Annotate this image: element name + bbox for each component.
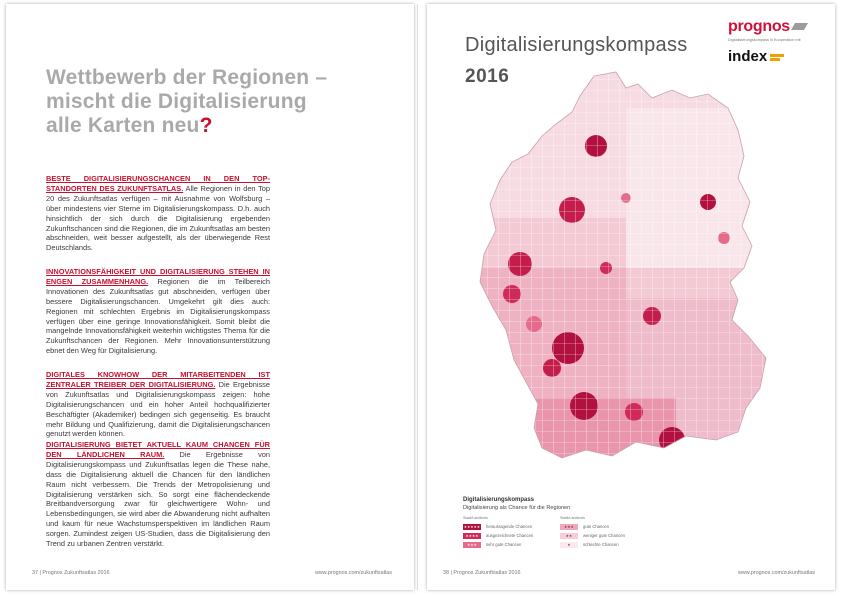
footer-page-number: 38 | Prognos Zukunftsatlas 2016	[443, 570, 521, 576]
page-fold	[417, 4, 418, 590]
footer-url: www.prognos.com/zukunftsatlas	[737, 570, 815, 576]
legend-label: gute Chancen	[583, 524, 610, 529]
legend-title: Digitalisierungskompass	[463, 497, 535, 503]
section-knowhow: Digitales Knowhow der Mitarbeitenden ist…	[46, 370, 270, 439]
legend-column-left: Stadt/Landkreis ★★★★★ herausragende Chanc…	[463, 516, 573, 549]
legend-column-head: Stadt/Landkreis	[560, 516, 585, 520]
prognos-logo: prognos	[728, 18, 808, 36]
legend-row: ★★★ gute Chancen	[560, 522, 670, 531]
section-body: Regionen die im Teilbereich Innovationen…	[46, 276, 270, 356]
map-title: Digitalisierungskompass	[465, 34, 688, 56]
section-lead: Digitales Knowhow der Mitarbeitenden ist…	[46, 370, 270, 389]
section-body: Die Ergebnisse von Digitalisierungskompa…	[46, 449, 271, 549]
legend-subtitle: Digitalisierung als Chance für die Regio…	[463, 505, 571, 511]
right-page: Digitalisierungskompass 2016 prognos Dig…	[427, 4, 835, 590]
legend-swatch: ★★	[560, 532, 578, 539]
section-body: Alle Regionen in den Top 20 des Zukunfts…	[46, 183, 270, 253]
footer-page-number: 37 | Prognos Zukunftsatlas 2016	[32, 570, 110, 576]
headline-line-3-text: alle Karten neu	[46, 114, 200, 137]
index-logo: index	[728, 48, 785, 65]
legend-swatch: ★★★	[463, 541, 481, 548]
legend-label: weniger gute Chancen	[583, 533, 625, 538]
legend-row: ★★★★★ herausragende Chancen	[463, 522, 573, 531]
section-lead: Digitalisierung bietet aktuell kaum Chan…	[46, 440, 270, 459]
page-headline: Wettbewerb der Regionen – mischt die Dig…	[46, 66, 376, 138]
legend-row: ★ schlechte Chancen	[560, 540, 670, 549]
legend-swatch: ★★★★★	[463, 523, 481, 530]
headline-line-3: alle Karten neu?	[46, 114, 376, 138]
legend-label: ausgezeichnete Chancen	[486, 533, 534, 538]
section-lead: Innovationsfähigkeit und Digitalisierung…	[46, 267, 270, 286]
map-year: 2016	[465, 66, 510, 87]
legend-swatch: ★★★	[560, 523, 578, 530]
section-innovation: Innovationsfähigkeit und Digitalisierung…	[46, 267, 270, 356]
legend-row: ★★★★ ausgezeichnete Chancen	[463, 531, 573, 540]
logo-cooperation-text: Digitalisierungskompass in Kooperation m…	[728, 38, 801, 42]
headline-question-mark: ?	[199, 114, 213, 137]
left-page: Wettbewerb der Regionen – mischt die Dig…	[6, 4, 414, 590]
legend-swatch: ★★★★	[463, 532, 481, 539]
section-body: Die Ergebnisse von Zukunftsatlas und Dig…	[46, 379, 270, 439]
headline-line-2: mischt die Digitalisierung	[46, 90, 307, 113]
legend-row: ★★★ sehr gute Chancen	[463, 540, 573, 549]
legend-column-right: Stadt/Landkreis ★★★ gute Chancen ★★ wenige…	[560, 516, 670, 549]
index-bars-icon	[770, 53, 785, 62]
legend-label: herausragende Chancen	[486, 524, 533, 529]
legend-row: ★★ weniger gute Chancen	[560, 531, 670, 540]
legend-swatch: ★	[560, 541, 578, 548]
legend-label: sehr gute Chancen	[486, 542, 522, 547]
section-lead: Beste Digitalisierungschancen in den Top…	[46, 174, 270, 193]
section-laendlicher-raum: Digitalisierung bietet aktuell kaum Chan…	[46, 440, 270, 549]
footer-url: www.prognos.com/zukunftsatlas	[314, 570, 392, 576]
legend-column-head: Stadt/Landkreis	[463, 516, 488, 520]
germany-map	[479, 71, 767, 459]
legend-label: schlechte Chancen	[583, 542, 619, 547]
prognos-swoosh-icon	[790, 23, 808, 31]
headline-line-1: Wettbewerb der Regionen –	[46, 66, 328, 89]
section-top-standorte: Beste Digitalisierungschancen in den Top…	[46, 174, 270, 253]
